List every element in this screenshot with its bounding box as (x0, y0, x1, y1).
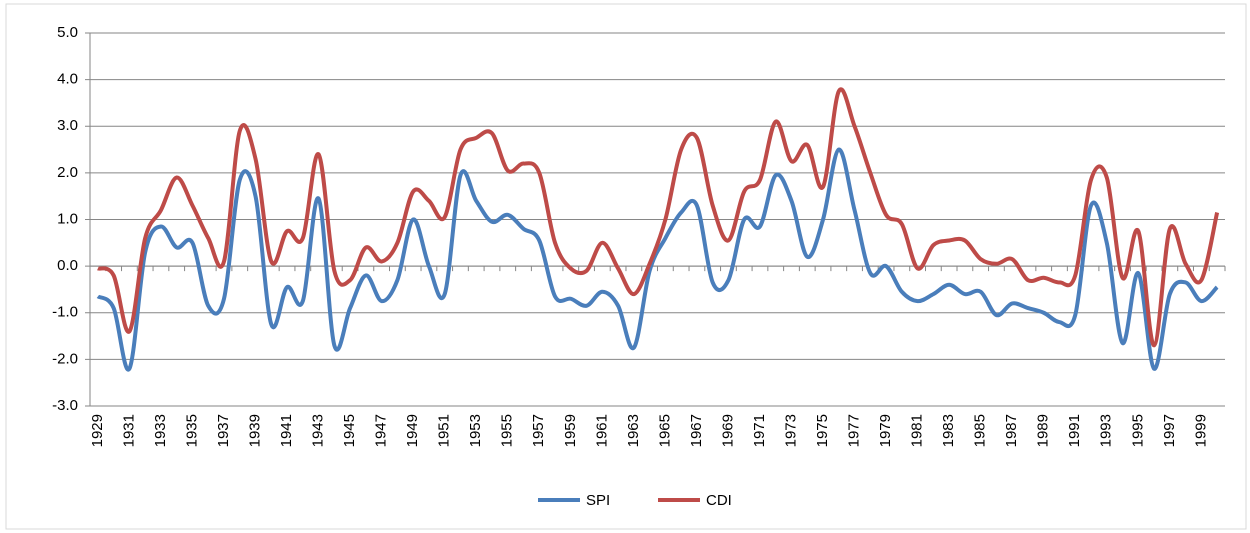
x-tick-label: 1955 (499, 414, 516, 447)
y-tick-label: 1.0 (57, 210, 78, 227)
x-tick-label: 1953 (467, 414, 484, 447)
y-tick-label: 3.0 (57, 117, 78, 134)
x-tick-label: 1937 (215, 414, 232, 447)
x-tick-label: 1939 (246, 414, 263, 447)
y-tick-label: 0.0 (57, 257, 78, 274)
y-tick-label: -3.0 (52, 397, 78, 414)
x-tick-label: 1975 (814, 414, 831, 447)
x-tick-label: 1951 (436, 414, 453, 447)
y-tick-label: 5.0 (57, 24, 78, 41)
x-tick-label: 1969 (719, 414, 736, 447)
series-line (96, 147, 1219, 372)
x-tick-label: 1933 (152, 414, 169, 447)
x-tick-label: 1943 (310, 414, 327, 447)
y-tick-label: 4.0 (57, 71, 78, 88)
series-line (97, 87, 1220, 348)
x-tick-label: 1999 (1192, 414, 1209, 447)
x-tick-label: 1987 (1003, 414, 1020, 447)
x-tick-label: 1961 (593, 414, 610, 447)
x-tick-label: 1941 (278, 414, 295, 447)
x-tick-label: 1957 (530, 414, 547, 447)
x-tick-label: 1977 (846, 414, 863, 447)
x-tick-label: 1989 (1035, 414, 1052, 447)
x-tick-label: 1935 (183, 414, 200, 447)
x-tick-label: 1929 (89, 414, 106, 447)
x-tick-label: 1963 (625, 414, 642, 447)
x-tick-label: 1985 (972, 414, 989, 447)
x-tick-label: 1981 (909, 414, 926, 447)
x-tick-label: 1973 (782, 414, 799, 447)
x-tick-label: 1997 (1161, 414, 1178, 447)
x-tick-label: 1995 (1129, 414, 1146, 447)
x-tick-label: 1947 (373, 414, 390, 447)
y-tick-label: 2.0 (57, 164, 78, 181)
x-tick-label: 1959 (562, 414, 579, 447)
x-tick-label: 1965 (656, 414, 673, 447)
x-tick-label: 1979 (877, 414, 894, 447)
y-tick-label: -2.0 (52, 350, 78, 367)
y-tick-label: -1.0 (52, 304, 78, 321)
x-tick-label: 1949 (404, 414, 421, 447)
x-tick-label: 1983 (940, 414, 957, 447)
legend-label: CDI (706, 492, 732, 509)
x-tick-label: 1931 (120, 414, 137, 447)
x-tick-label: 1971 (751, 414, 768, 447)
legend-label: SPI (586, 492, 610, 509)
x-tick-label: 1967 (688, 414, 705, 447)
x-tick-label: 1991 (1066, 414, 1083, 447)
x-tick-label: 1945 (341, 414, 358, 447)
x-tick-label: 1993 (1098, 414, 1115, 447)
